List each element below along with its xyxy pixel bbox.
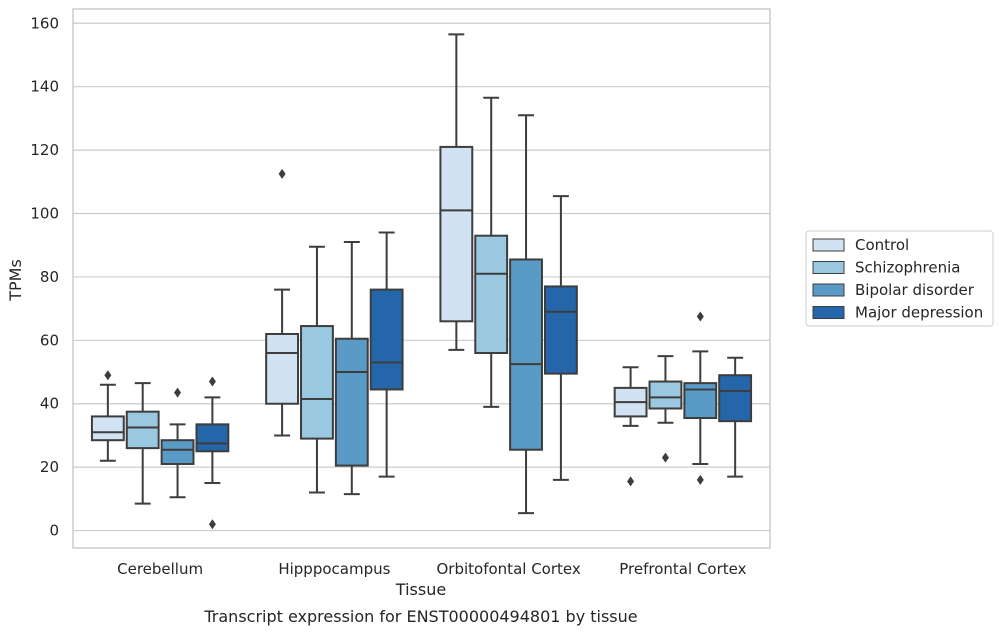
legend-label: Control [855, 236, 909, 254]
box-bipolar-disorder [509, 114, 543, 515]
box-iqr [509, 258, 543, 451]
box-bipolar-disorder [683, 311, 718, 485]
box-control [613, 366, 648, 487]
y-tick-label: 160 [30, 14, 59, 32]
y-tick-label: 140 [30, 78, 59, 96]
box-major-depression [718, 356, 753, 478]
box-schizophrenia [125, 382, 160, 505]
box-iqr [648, 380, 683, 410]
x-tick-label: Orbitofontal Cortex [437, 560, 581, 578]
x-tick-label: Hipppocampus [278, 560, 390, 578]
outlier-point [208, 519, 216, 530]
legend: Control Schizophrenia Bipolar disorder Majo… [805, 230, 994, 327]
y-tick-label: 80 [40, 268, 59, 286]
y-tick-label: 120 [30, 141, 59, 159]
box-iqr [125, 410, 160, 450]
plot-area-frame [72, 8, 771, 549]
legend-frame [805, 230, 994, 327]
legend-label: Major depression [855, 304, 983, 322]
y-tick-label: 100 [30, 205, 59, 223]
box-iqr [90, 415, 125, 442]
gridlines [73, 22, 770, 532]
legend-swatch [812, 261, 845, 274]
box-iqr [474, 234, 509, 355]
outlier-point [696, 474, 704, 485]
boxes [90, 33, 753, 530]
box-schizophrenia [648, 355, 683, 463]
box-control [265, 168, 300, 437]
box-schizophrenia [474, 96, 509, 408]
box-control [90, 370, 125, 462]
box-iqr [543, 285, 578, 375]
outlier-point [696, 311, 704, 322]
box-major-depression [195, 376, 230, 530]
x-tick-label: Prefrontal Cortex [619, 560, 746, 578]
outlier-point [174, 387, 182, 398]
x-tick-label: Cerebellum [117, 560, 203, 578]
box-schizophrenia [300, 245, 334, 494]
legend-label: Schizophrenia [855, 259, 960, 277]
box-major-depression [369, 231, 404, 478]
box-bipolar-disorder [334, 241, 369, 496]
box-iqr [160, 439, 195, 465]
legend-swatch [812, 306, 845, 319]
box-iqr [300, 325, 334, 440]
box-iqr [334, 337, 369, 467]
outlier-point [104, 370, 112, 381]
legend-swatch [812, 283, 845, 297]
legend-label: Bipolar disorder [855, 281, 975, 299]
chart-caption: Transcript expression for ENST0000049480… [203, 607, 637, 626]
y-tick-label: 40 [40, 395, 59, 413]
box-control [439, 33, 474, 351]
y-axis-ticks: 0 20 40 60 80 100 120 140 160 [30, 14, 59, 539]
y-axis-label: TPMs [6, 259, 25, 302]
box-bipolar-disorder [160, 387, 195, 499]
y-tick-label: 0 [49, 522, 59, 540]
x-axis-label: Tissue [395, 580, 446, 599]
box-iqr [683, 382, 718, 420]
box-iqr [265, 332, 300, 405]
x-axis-ticks: Cerebellum Hipppocampus Orbitofontal Corte… [117, 560, 746, 578]
box-iqr [718, 374, 753, 423]
outlier-point [661, 452, 669, 463]
outlier-point [208, 376, 216, 387]
y-tick-label: 60 [40, 331, 59, 349]
outlier-point [278, 168, 286, 179]
legend-swatch [812, 238, 845, 252]
outlier-point [627, 476, 635, 487]
box-iqr [439, 145, 474, 323]
box-major-depression [543, 195, 578, 481]
box-iqr [369, 288, 404, 391]
box-iqr [195, 423, 230, 453]
y-tick-label: 20 [40, 458, 59, 476]
